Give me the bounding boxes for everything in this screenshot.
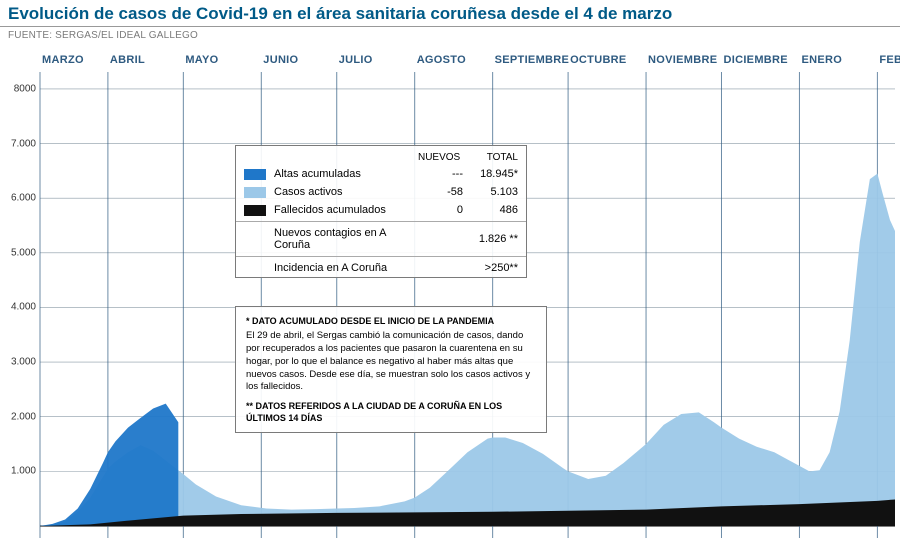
swatch-fallecidos [244,205,266,216]
y-tick-label: 7.000 [11,138,36,149]
chart-title: Evolución de casos de Covid-19 en el áre… [0,0,900,27]
y-tick-label: 1.000 [11,466,36,477]
legend-separator [236,256,526,257]
swatch-blank [244,263,266,274]
legend-total-activos: 5.103 [463,186,518,198]
legend-row-fallecidos: Fallecidos acumulados 0 486 [236,201,526,219]
legend-extra-value-1: >250** [408,262,518,274]
legend-row-extra-1: Incidencia en A Coruña >250** [236,259,526,277]
month-label: JUNIO [263,54,298,66]
month-label: AGOSTO [417,54,466,66]
legend-label-fallecidos: Fallecidos acumulados [274,204,408,216]
month-label: FEB [879,54,900,66]
swatch-altas [244,169,266,180]
legend-label-altas: Altas acumuladas [274,168,408,180]
legend-extra-value-0: 1.826 ** [408,233,518,245]
chart-svg [0,48,900,543]
y-tick-label: 4.000 [11,302,36,313]
chart-source: FUENTE: SERGAS/EL IDEAL GALLEGO [0,27,900,45]
footnote-heading-1: * DATO ACUMULADO DESDE EL INICIO DE LA P… [246,315,536,327]
y-tick-label: 5.000 [11,247,36,258]
swatch-activos [244,187,266,198]
month-axis-labels: MARZO ABRIL MAYO JUNIO JULIO AGOSTO SEPTIEMBRE… [40,54,895,72]
y-tick-label: 6.000 [11,193,36,204]
legend-nuevo-altas: --- [408,168,463,180]
legend-nuevo-activos: -58 [408,186,463,198]
y-tick-label: 3.000 [11,357,36,368]
legend-nuevo-fallecidos: 0 [408,204,463,216]
legend-total-altas: 18.945* [463,168,518,180]
month-label: DICIEMBRE [723,54,787,66]
month-label: MARZO [42,54,84,66]
month-label: MAYO [185,54,218,66]
month-label: JULIO [339,54,373,66]
month-label: SEPTIEMBRE [495,54,570,66]
legend-header-nuevos: NUEVOS [405,152,460,163]
legend-separator [236,221,526,222]
legend-extra-label-0: Nuevos contagios en A Coruña [274,227,408,251]
legend-row-activos: Casos activos -58 5.103 [236,183,526,201]
month-label: OCTUBRE [570,54,627,66]
month-label: ABRIL [110,54,145,66]
footnote-body: El 29 de abril, el Sergas cambió la comu… [246,330,536,394]
y-axis-labels: 1.000 2.000 3.000 4.000 5.000 6.000 7.000 8000 [0,48,40,543]
legend-header: NUEVOS TOTAL [236,146,526,165]
footnote-heading-2: ** DATOS REFERIDOS A LA CIUDAD DE A CORU… [246,400,536,424]
y-tick-label: 8000 [14,83,36,94]
swatch-blank [244,234,266,245]
legend-label-activos: Casos activos [274,186,408,198]
legend-box: NUEVOS TOTAL Altas acumuladas --- 18.945… [235,145,527,278]
legend-row-altas: Altas acumuladas --- 18.945* [236,165,526,183]
legend-header-total: TOTAL [463,152,518,163]
y-tick-label: 2.000 [11,411,36,422]
month-label: ENERO [801,54,842,66]
legend-total-fallecidos: 486 [463,204,518,216]
legend-extra-label-1: Incidencia en A Coruña [274,262,408,274]
month-label: NOVIEMBRE [648,54,717,66]
plot-area: MARZO ABRIL MAYO JUNIO JULIO AGOSTO SEPTIEMBRE… [0,48,900,543]
footnote-box: * DATO ACUMULADO DESDE EL INICIO DE LA P… [235,306,547,433]
legend-row-extra-0: Nuevos contagios en A Coruña 1.826 ** [236,224,526,254]
